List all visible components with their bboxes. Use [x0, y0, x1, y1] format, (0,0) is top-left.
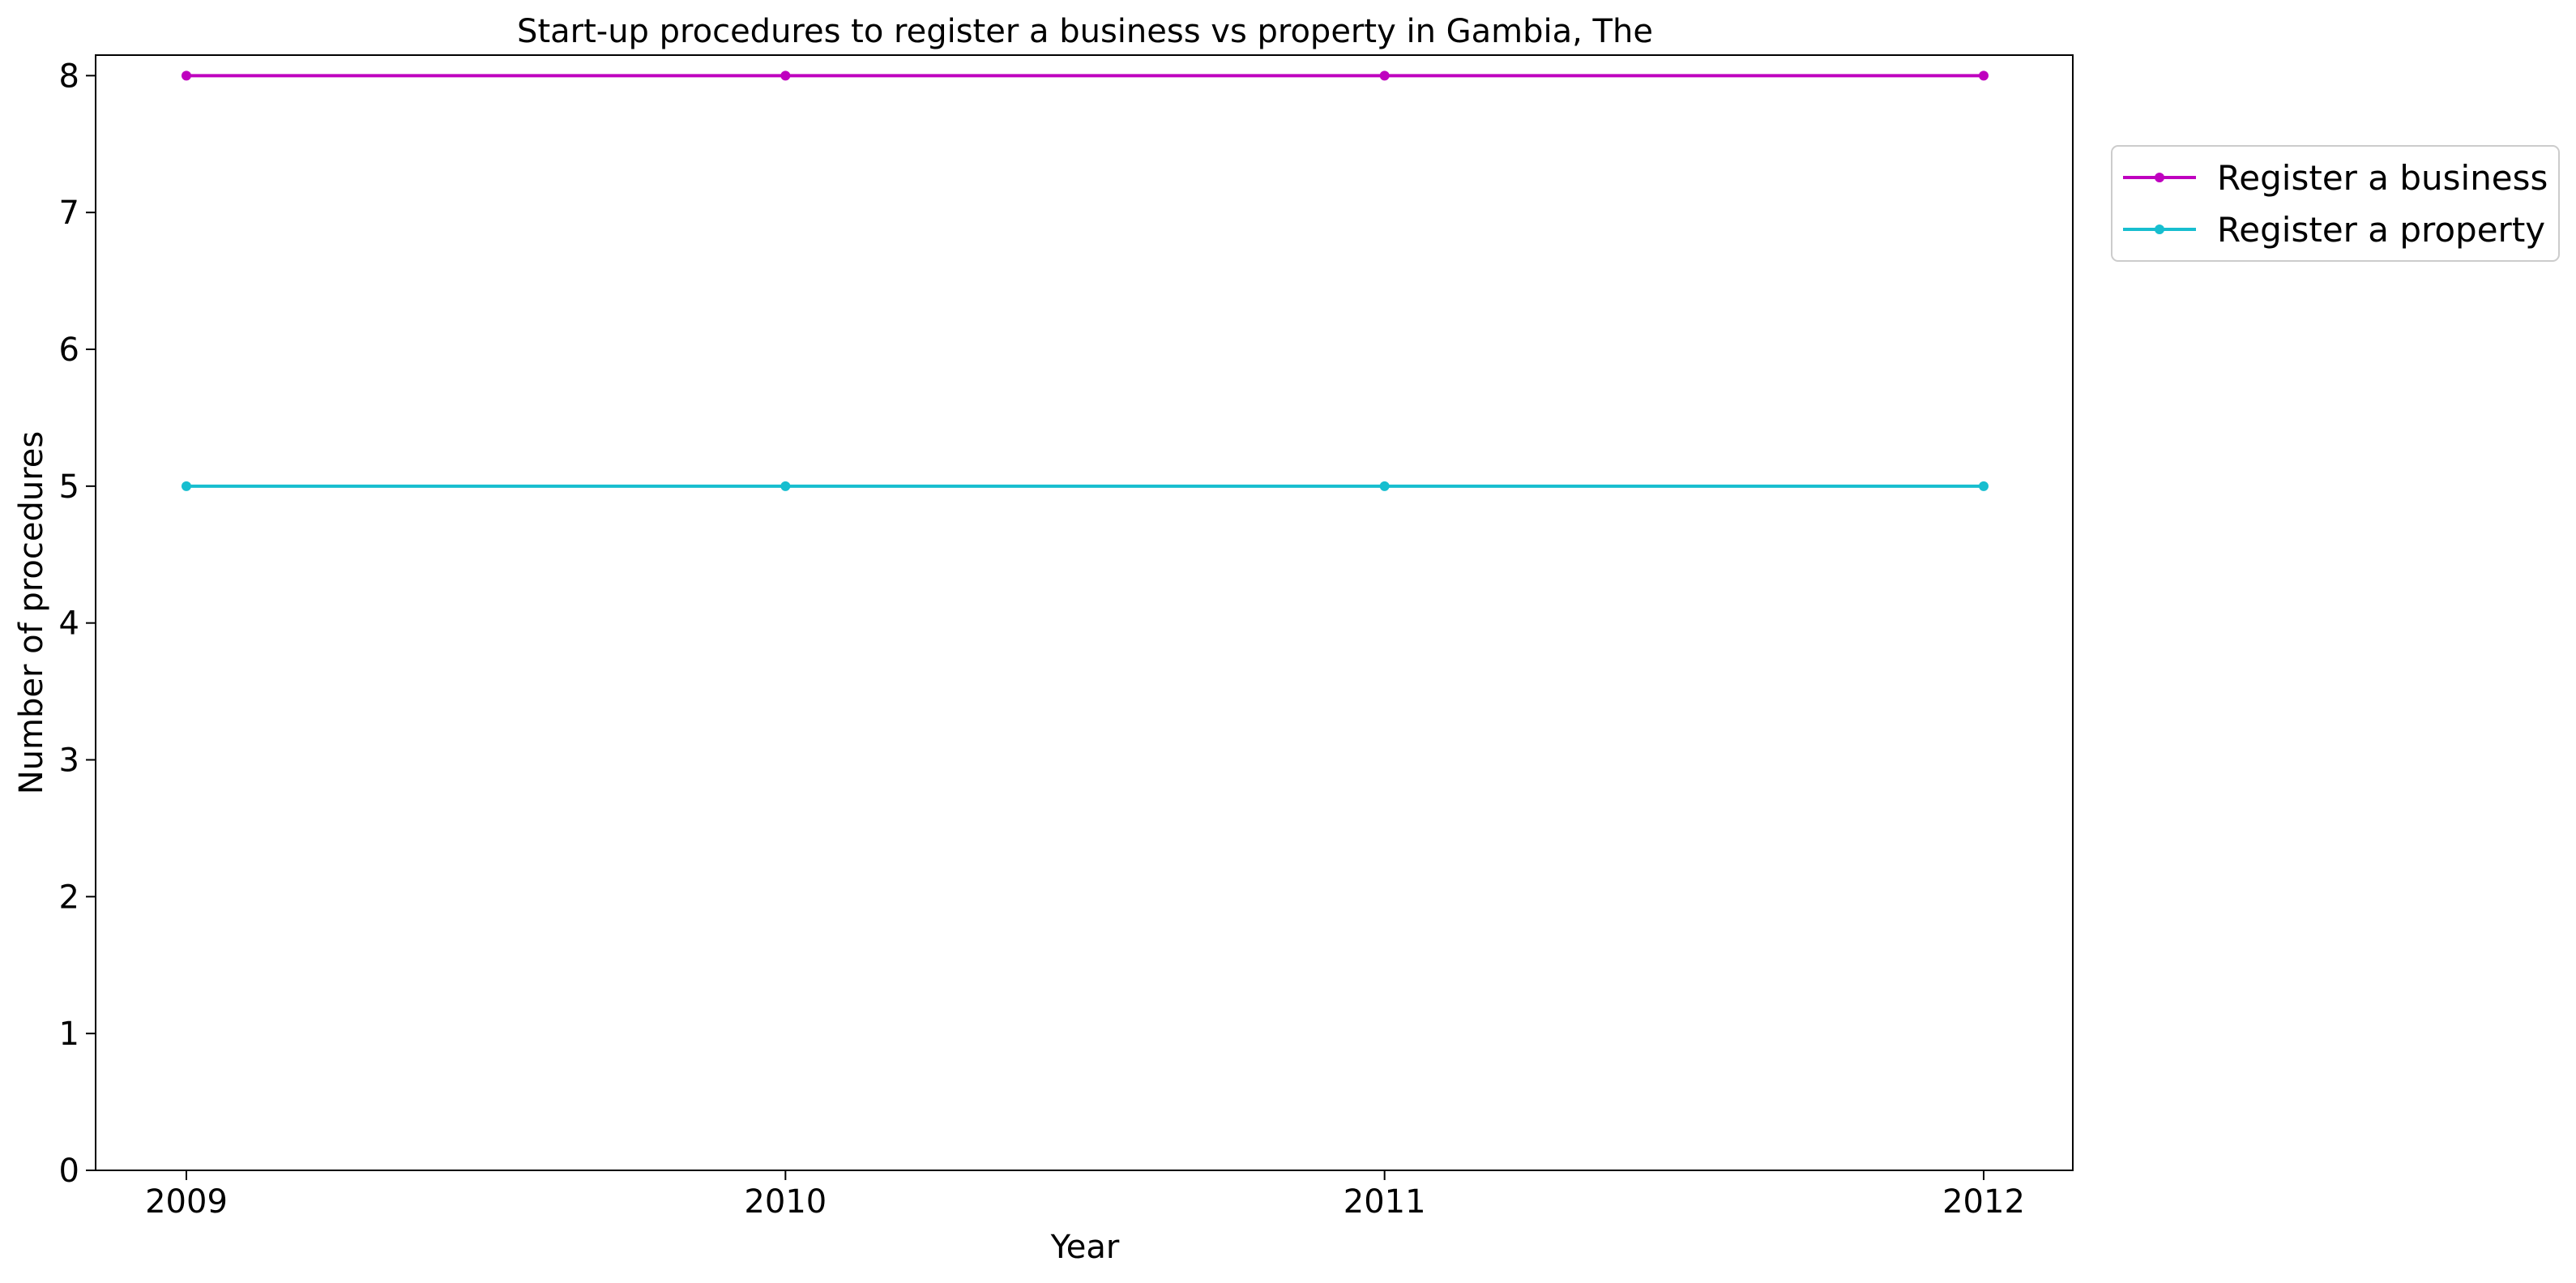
legend-label: Register a property [2217, 210, 2545, 250]
legend-box [2111, 145, 2560, 262]
y-tick-label: 2 [59, 879, 79, 916]
data-point [780, 71, 791, 81]
plot-area [182, 71, 1989, 491]
x-axis: 2009 2010 2011 2012 [145, 1170, 2025, 1221]
y-axis-label: Number of procedures [13, 431, 50, 794]
x-tick-label: 2010 [744, 1183, 827, 1221]
y-tick-label: 5 [59, 468, 79, 506]
legend: Register a business Register a property [2111, 145, 2560, 262]
legend-swatch-marker [2155, 173, 2164, 182]
y-tick-label: 6 [59, 331, 79, 369]
data-point [1979, 481, 1989, 491]
y-tick-label: 8 [59, 58, 79, 95]
data-point [182, 71, 191, 81]
y-tick-label: 1 [59, 1016, 79, 1053]
legend-label: Register a business [2217, 158, 2548, 198]
y-tick-label: 7 [59, 195, 79, 232]
y-tick-label: 4 [59, 605, 79, 643]
data-point [780, 481, 791, 491]
plot-frame [95, 54, 2074, 1171]
x-tick-label: 2011 [1344, 1183, 1426, 1221]
y-tick-label: 3 [59, 742, 79, 779]
x-axis-label: Year [1050, 1229, 1120, 1266]
x-tick-label: 2012 [1942, 1183, 2025, 1221]
data-point [1379, 481, 1390, 491]
data-point [1979, 71, 1989, 81]
legend-swatch-marker [2155, 225, 2164, 234]
y-axis: 0 1 2 3 4 5 6 7 8 [59, 58, 96, 1190]
data-point [182, 481, 191, 491]
x-tick-label: 2009 [145, 1183, 228, 1221]
chart-title: Start-up procedures to register a busine… [517, 13, 1653, 50]
y-tick-label: 0 [59, 1153, 79, 1190]
data-point [1379, 71, 1390, 81]
